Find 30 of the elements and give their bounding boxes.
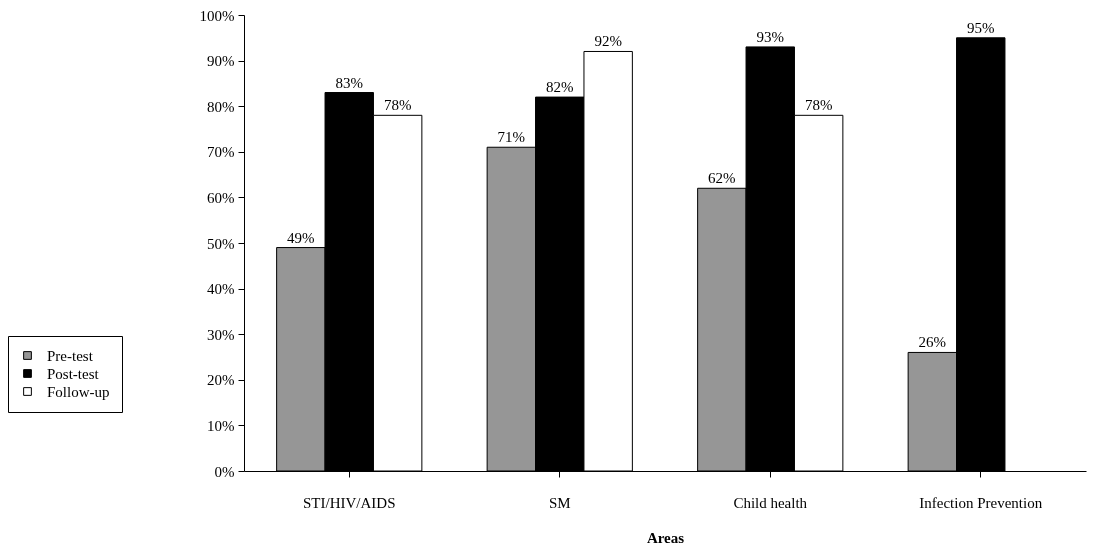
y-tick-label: 30%: [207, 326, 235, 343]
y-tick-label: 40%: [207, 281, 235, 298]
data-label: 62%: [708, 170, 736, 187]
y-tick-label: 10%: [207, 417, 235, 434]
legend-label: Post-test: [47, 365, 100, 382]
y-tick-label: 60%: [207, 189, 235, 206]
y-tick-label: 90%: [207, 53, 235, 70]
data-label: 71%: [497, 129, 526, 146]
y-tick-label: 100%: [199, 7, 235, 24]
legend-label: Pre-test: [47, 347, 94, 364]
y-tick-label: 0%: [214, 463, 235, 480]
y-tick-label: 20%: [207, 372, 235, 389]
x-tick-label: STI/HIV/AIDS: [303, 494, 396, 511]
y-tick-label: 70%: [207, 144, 235, 161]
data-label: 92%: [594, 33, 622, 50]
data-label: 78%: [383, 97, 412, 114]
data-label: 82%: [546, 79, 574, 96]
x-axis-title: Areas: [646, 529, 685, 546]
legend-label: Follow-up: [47, 383, 110, 400]
data-label: 95%: [967, 19, 995, 36]
data-label: 83%: [335, 74, 363, 91]
y-tick-label: 50%: [207, 235, 235, 252]
data-label: 49%: [287, 229, 315, 246]
x-tick-label: Infection Prevention: [919, 494, 1043, 511]
y-tick-label: 80%: [207, 98, 235, 115]
x-tick-label: Child health: [733, 494, 808, 511]
data-label: 93%: [756, 28, 784, 45]
x-tick-label: SM: [548, 494, 571, 511]
data-label: 26%: [918, 334, 947, 351]
data-label: 78%: [804, 97, 833, 114]
